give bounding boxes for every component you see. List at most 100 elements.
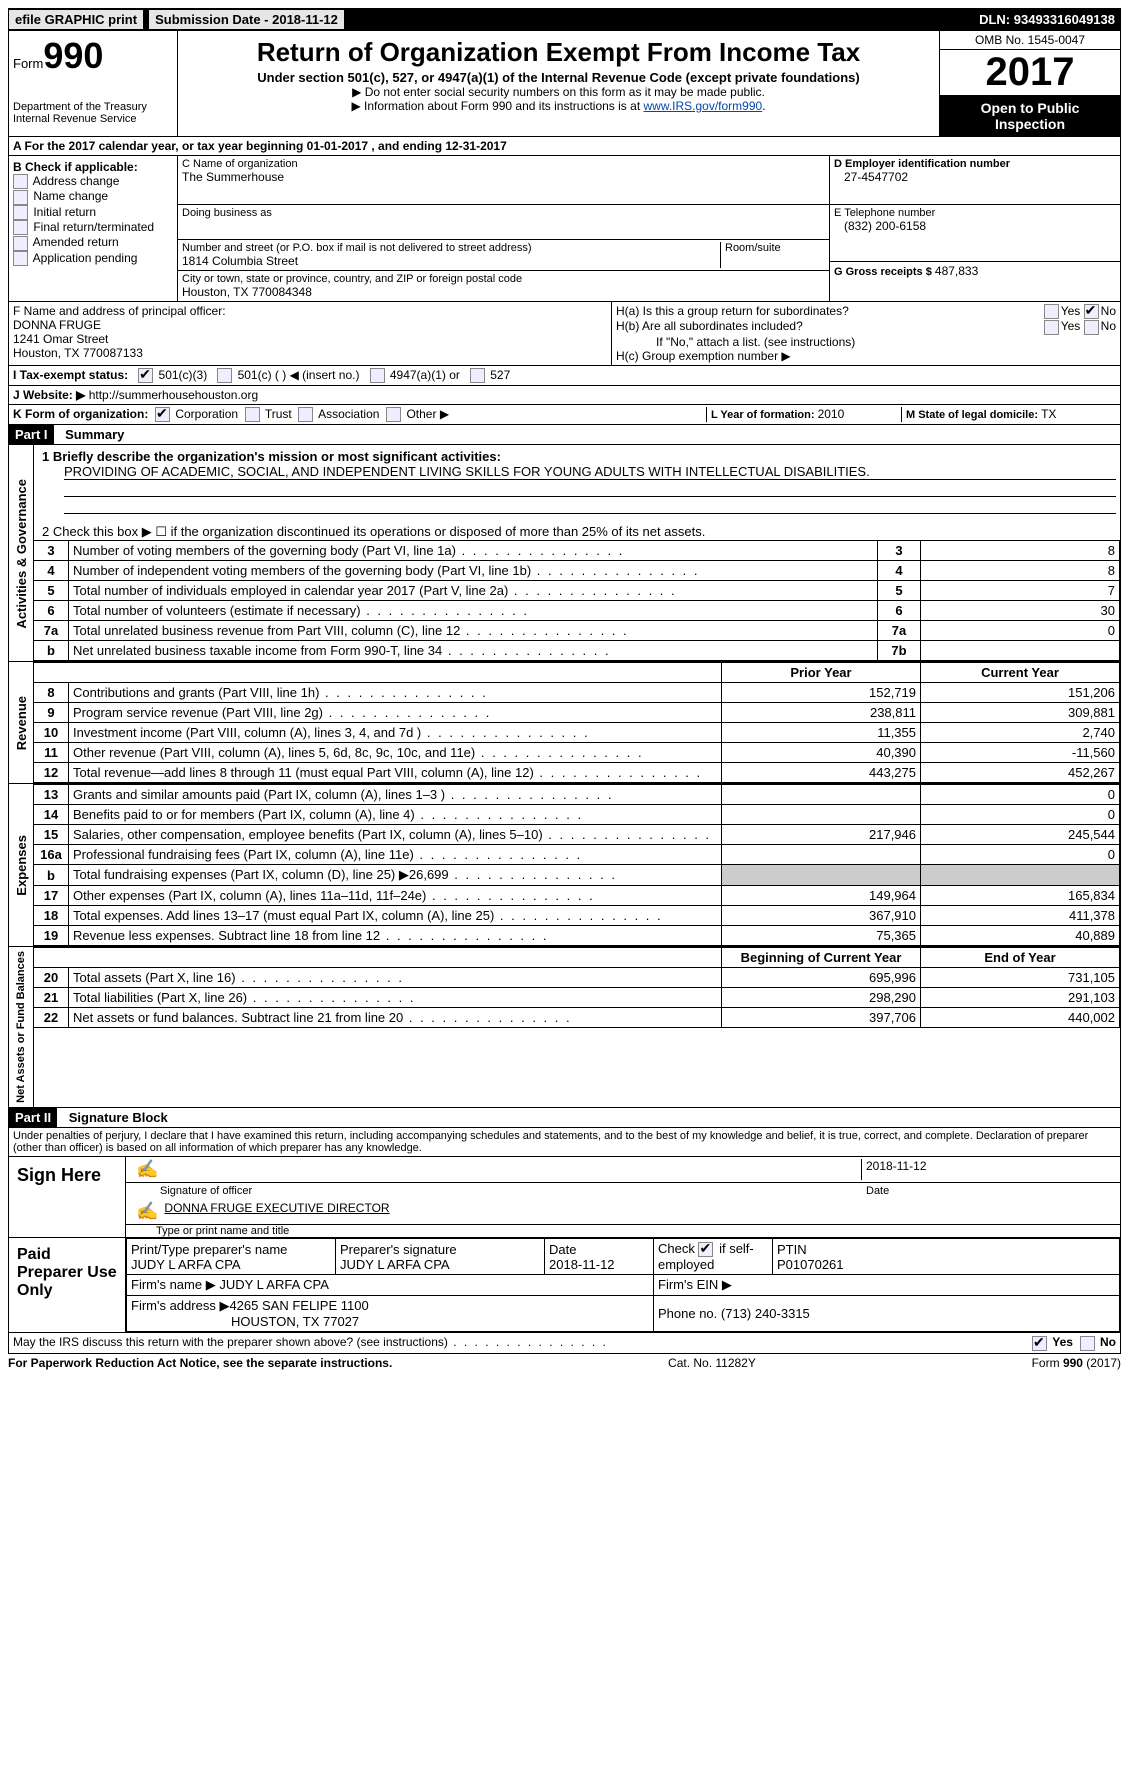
part2-header-row: Part II Signature Block [8,1108,1121,1128]
checkbox-4947[interactable] [370,368,385,383]
checkbox-hb-yes[interactable] [1044,320,1059,335]
tax-year: 2017 [940,50,1120,96]
checkbox-501c[interactable] [217,368,232,383]
label-527: 527 [490,368,510,382]
footer-form: Form 990 (2017) [1032,1356,1121,1370]
checkbox-initial-return[interactable] [13,205,28,220]
irs-link[interactable]: www.IRS.gov/form990 [643,99,762,113]
paid-preparer-block: Paid Preparer Use Only Print/Type prepar… [8,1238,1121,1333]
table-row: 9 Program service revenue (Part VIII, li… [34,703,1120,723]
form-note-info: ▶ Information about Form 990 and its ins… [182,99,935,113]
page-footer: For Paperwork Reduction Act Notice, see … [8,1354,1121,1370]
omb-number: OMB No. 1545-0047 [940,31,1120,50]
label-hb-no: No [1101,319,1116,333]
checkbox-discuss-no[interactable] [1080,1336,1095,1351]
box-d: D Employer identification number 27-4547… [829,156,1120,301]
efile-print-button[interactable]: efile GRAPHIC print [8,9,144,30]
h-a-label: H(a) Is this a group return for subordin… [616,304,1044,319]
governance-side-label: Activities & Governance [12,475,31,633]
revenue-side-label: Revenue [12,692,31,754]
box-i: I Tax-exempt status: 501(c)(3) 501(c) ( … [8,366,1121,386]
prep-date-label: Date [549,1242,649,1257]
table-row: 4 Number of independent voting members o… [34,561,1120,581]
expenses-side-label: Expenses [12,831,31,900]
governance-table: 3 Number of voting members of the govern… [34,540,1120,661]
table-row: 10 Investment income (Part VIII, column … [34,723,1120,743]
mission-text: PROVIDING OF ACADEMIC, SOCIAL, AND INDEP… [64,464,1116,480]
line1-label: 1 Briefly describe the organization's mi… [42,449,1116,464]
checkbox-amended-return[interactable] [13,236,28,251]
checkbox-trust[interactable] [245,407,260,422]
sign-date-value: 2018-11-12 [861,1159,1116,1180]
header-left: Form990 Department of the Treasury Inter… [9,31,178,136]
prep-sig-value: JUDY L ARFA CPA [340,1257,540,1272]
checkbox-501c3[interactable] [138,368,153,383]
table-row: 8 Contributions and grants (Part VIII, l… [34,683,1120,703]
firm-phone-cell: Phone no. (713) 240-3315 [654,1296,1120,1332]
prep-name-value: JUDY L ARFA CPA [131,1257,331,1272]
firm-ein-cell: Firm's EIN ▶ [654,1275,1120,1296]
dln-segment: DLN: 93493316049138 [979,12,1121,27]
officer-addr1: 1241 Omar Street [13,332,607,346]
checkbox-hb-no[interactable] [1084,320,1099,335]
footer-catno: Cat. No. 11282Y [392,1356,1031,1370]
ein-label: D Employer identification number [834,158,1116,170]
net-assets-side: Net Assets or Fund Balances [9,947,34,1107]
box-j: J Website: ▶ http://summerhousehouston.o… [8,386,1121,405]
checkbox-ha-no[interactable] [1084,304,1099,319]
phone-label: Phone no. [658,1306,721,1321]
discuss-row: May the IRS discuss this return with the… [8,1333,1121,1353]
form-number: 990 [43,35,103,76]
box-b: B Check if applicable: Address change Na… [9,156,178,301]
section-net-assets: Net Assets or Fund Balances Beginning of… [8,947,1121,1108]
checkbox-self-employed[interactable] [698,1242,713,1257]
officer-name-title: DONNA FRUGE EXECUTIVE DIRECTOR [164,1201,1116,1222]
section-governance: Activities & Governance 1 Briefly descri… [8,445,1121,662]
submission-date-label: Submission Date - [155,12,272,27]
checkbox-address-change[interactable] [13,174,28,189]
submission-date-value: 2018-11-12 [272,12,338,27]
table-row: 20 Total assets (Part X, line 16) 695,99… [34,968,1120,988]
org-name: The Summerhouse [182,170,825,184]
table-row: 17 Other expenses (Part IX, column (A), … [34,886,1120,906]
dln-value: 93493316049138 [1014,12,1115,27]
section-expenses: Expenses 13 Grants and similar amounts p… [8,784,1121,947]
form-subtitle: Under section 501(c), 527, or 4947(a)(1)… [182,70,935,85]
org-name-label: C Name of organization [182,158,825,170]
governance-side: Activities & Governance [9,445,34,661]
box-m-label: M State of legal domicile: [906,409,1041,421]
firm-name-value: JUDY L ARFA CPA [219,1277,329,1292]
checkbox-corporation[interactable] [155,407,170,422]
checkbox-final-return[interactable] [13,220,28,235]
checkbox-application-pending[interactable] [13,251,28,266]
ptin-cell: PTIN P01070261 [773,1239,1120,1275]
table-row: 22 Net assets or fund balances. Subtract… [34,1008,1120,1028]
checkbox-discuss-yes[interactable] [1032,1336,1047,1351]
box-l-label: L Year of formation: [711,409,818,421]
table-header-row: Prior Year Current Year [34,663,1120,683]
checkbox-527[interactable] [470,368,485,383]
firm-name-label: Firm's name ▶ [131,1277,219,1292]
table-row: 13 Grants and similar amounts paid (Part… [34,785,1120,805]
website-url: http://summerhousehouston.org [89,388,258,402]
form-label: Form [13,56,43,71]
checkbox-ha-yes[interactable] [1044,304,1059,319]
net-assets-side-label: Net Assets or Fund Balances [13,947,29,1107]
checkbox-name-change[interactable] [13,190,28,205]
label-other: Other ▶ [406,407,449,421]
label-name-change: Name change [33,189,108,203]
label-amended-return: Amended return [33,235,119,249]
footer-paperwork: For Paperwork Reduction Act Notice, see … [8,1356,392,1370]
checkbox-association[interactable] [298,407,313,422]
street-label: Number and street (or P.O. box if mail i… [182,242,720,254]
label-ha-yes: Yes [1061,304,1081,318]
part1-badge: Part I [9,425,54,444]
prep-name-label: Print/Type preparer's name [131,1242,331,1257]
box-c: C Name of organization The Summerhouse D… [178,156,829,301]
checkbox-other[interactable] [386,407,401,422]
label-4947: 4947(a)(1) or [390,368,460,382]
label-association: Association [318,407,379,421]
pen-icon: ✍ [130,1159,164,1180]
table-row: b Net unrelated business taxable income … [34,641,1120,661]
part2-title: Signature Block [61,1110,168,1125]
